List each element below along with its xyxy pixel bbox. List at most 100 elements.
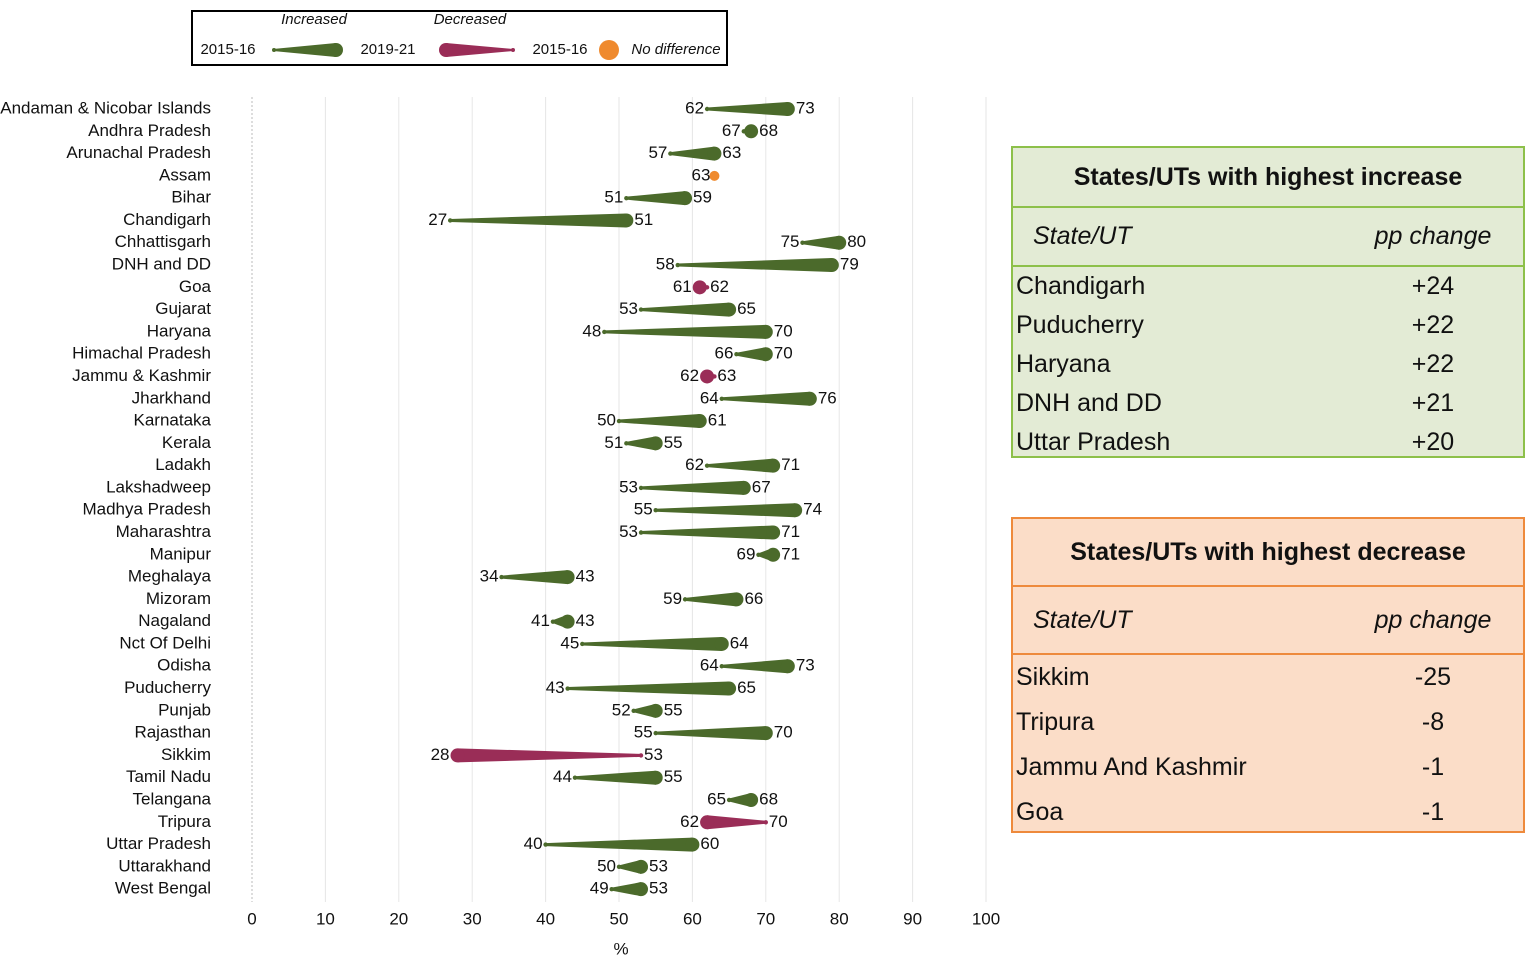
legend-label: 2019-21 — [360, 41, 415, 58]
end-dot — [560, 570, 575, 585]
value-label: 45 — [560, 633, 579, 652]
table-cell: +22 — [1411, 350, 1455, 378]
end-dot — [766, 525, 781, 540]
category-label: Tamil Nadu — [126, 767, 211, 786]
value-label: 62 — [685, 98, 704, 117]
value-label: 51 — [604, 188, 623, 207]
value-label: 74 — [803, 500, 822, 519]
value-label: 55 — [634, 500, 653, 519]
value-label: 62 — [680, 812, 699, 831]
taper — [802, 235, 840, 250]
value-label: 43 — [546, 678, 565, 697]
value-label: 68 — [759, 789, 778, 808]
end-dot — [700, 369, 715, 384]
category-label: Madhya Pradesh — [82, 500, 211, 519]
start-dot — [624, 195, 629, 201]
value-label: 44 — [553, 767, 572, 786]
value-label: 53 — [619, 477, 638, 496]
value-label: 67 — [722, 121, 741, 140]
table-row: DNH and DD +21 — [1013, 384, 1523, 423]
category-label: Uttarakhand — [118, 856, 211, 875]
taper — [604, 324, 766, 339]
decrease-table: States/UTs with highest decrease State/UT… — [1011, 517, 1525, 833]
end-dot — [692, 280, 707, 295]
table-cell: Sikkim — [1016, 663, 1090, 691]
taper — [721, 391, 810, 406]
end-dot — [780, 659, 795, 674]
value-label: 59 — [663, 589, 682, 608]
end-dot — [685, 837, 700, 852]
value-label: 63 — [717, 366, 736, 385]
end-dot — [722, 681, 737, 696]
start-dot — [638, 753, 644, 758]
category-label: Punjab — [158, 700, 211, 719]
start-dot — [763, 820, 768, 825]
x-tick-label: 40 — [536, 909, 555, 928]
taper — [574, 770, 656, 785]
x-tick-label: 90 — [903, 909, 922, 928]
taper — [545, 837, 693, 852]
category-label: Chhattisgarh — [115, 232, 211, 251]
table-row: Puducherry +22 — [1013, 306, 1523, 345]
end-dot — [744, 124, 759, 139]
value-label: 64 — [730, 633, 749, 652]
start-dot — [756, 552, 761, 557]
category-label: Nagaland — [138, 611, 211, 630]
column-header: State/UT — [1033, 605, 1132, 634]
start-dot — [734, 351, 739, 357]
category-label: Andaman & Nicobar Islands — [0, 98, 211, 117]
table-row: Haryana +22 — [1013, 345, 1523, 384]
end-dot — [802, 391, 817, 406]
value-label: 62 — [710, 277, 729, 296]
taper — [457, 748, 642, 763]
end-dot — [744, 792, 759, 807]
start-dot — [800, 240, 805, 245]
category-label: Kerala — [162, 433, 212, 452]
taper — [501, 570, 568, 585]
x-tick-label: 60 — [683, 909, 702, 928]
value-label: 28 — [431, 745, 450, 764]
value-label: 71 — [781, 522, 800, 541]
legend-symbol — [599, 40, 619, 60]
end-dot — [788, 503, 803, 518]
legend-label: 2015-16 — [532, 41, 587, 58]
value-label: 66 — [715, 344, 734, 363]
category-label: Lakshadweep — [106, 477, 211, 496]
x-tick-label: 80 — [830, 909, 849, 928]
taper — [721, 659, 788, 674]
legend-label: Increased — [281, 11, 348, 28]
value-label: 79 — [840, 255, 859, 274]
x-tick-label: 50 — [610, 909, 629, 928]
start-dot — [447, 218, 453, 223]
value-label: 65 — [737, 299, 756, 318]
value-label: 64 — [700, 388, 719, 407]
table-cell: Tripura — [1016, 708, 1095, 736]
end-dot — [780, 102, 795, 116]
value-label: 64 — [700, 656, 719, 675]
start-dot — [712, 374, 717, 379]
value-label: 76 — [818, 388, 837, 407]
value-label: 67 — [752, 477, 771, 496]
table-cell: Goa — [1016, 798, 1064, 826]
table-header: State/UT pp change — [1013, 208, 1523, 267]
start-dot — [653, 508, 658, 513]
value-label: 65 — [737, 678, 756, 697]
value-label: 73 — [796, 98, 815, 117]
value-label: 53 — [649, 856, 668, 875]
table-row: Uttar Pradesh +20 — [1013, 423, 1523, 462]
x-tick-label: 100 — [972, 909, 1000, 928]
start-dot — [616, 864, 622, 870]
start-dot — [653, 730, 658, 736]
taper — [567, 681, 730, 696]
start-dot — [668, 151, 673, 156]
end-dot — [450, 748, 465, 763]
category-label: Chandigarh — [123, 210, 211, 229]
value-label: 80 — [847, 232, 866, 251]
table-title: States/UTs with highest decrease — [1013, 519, 1523, 587]
value-label: 68 — [759, 121, 778, 140]
end-dot — [758, 347, 773, 362]
category-label: Odisha — [157, 656, 211, 675]
taper — [626, 191, 686, 206]
end-dot — [824, 258, 839, 273]
category-label: Telangana — [133, 789, 212, 808]
